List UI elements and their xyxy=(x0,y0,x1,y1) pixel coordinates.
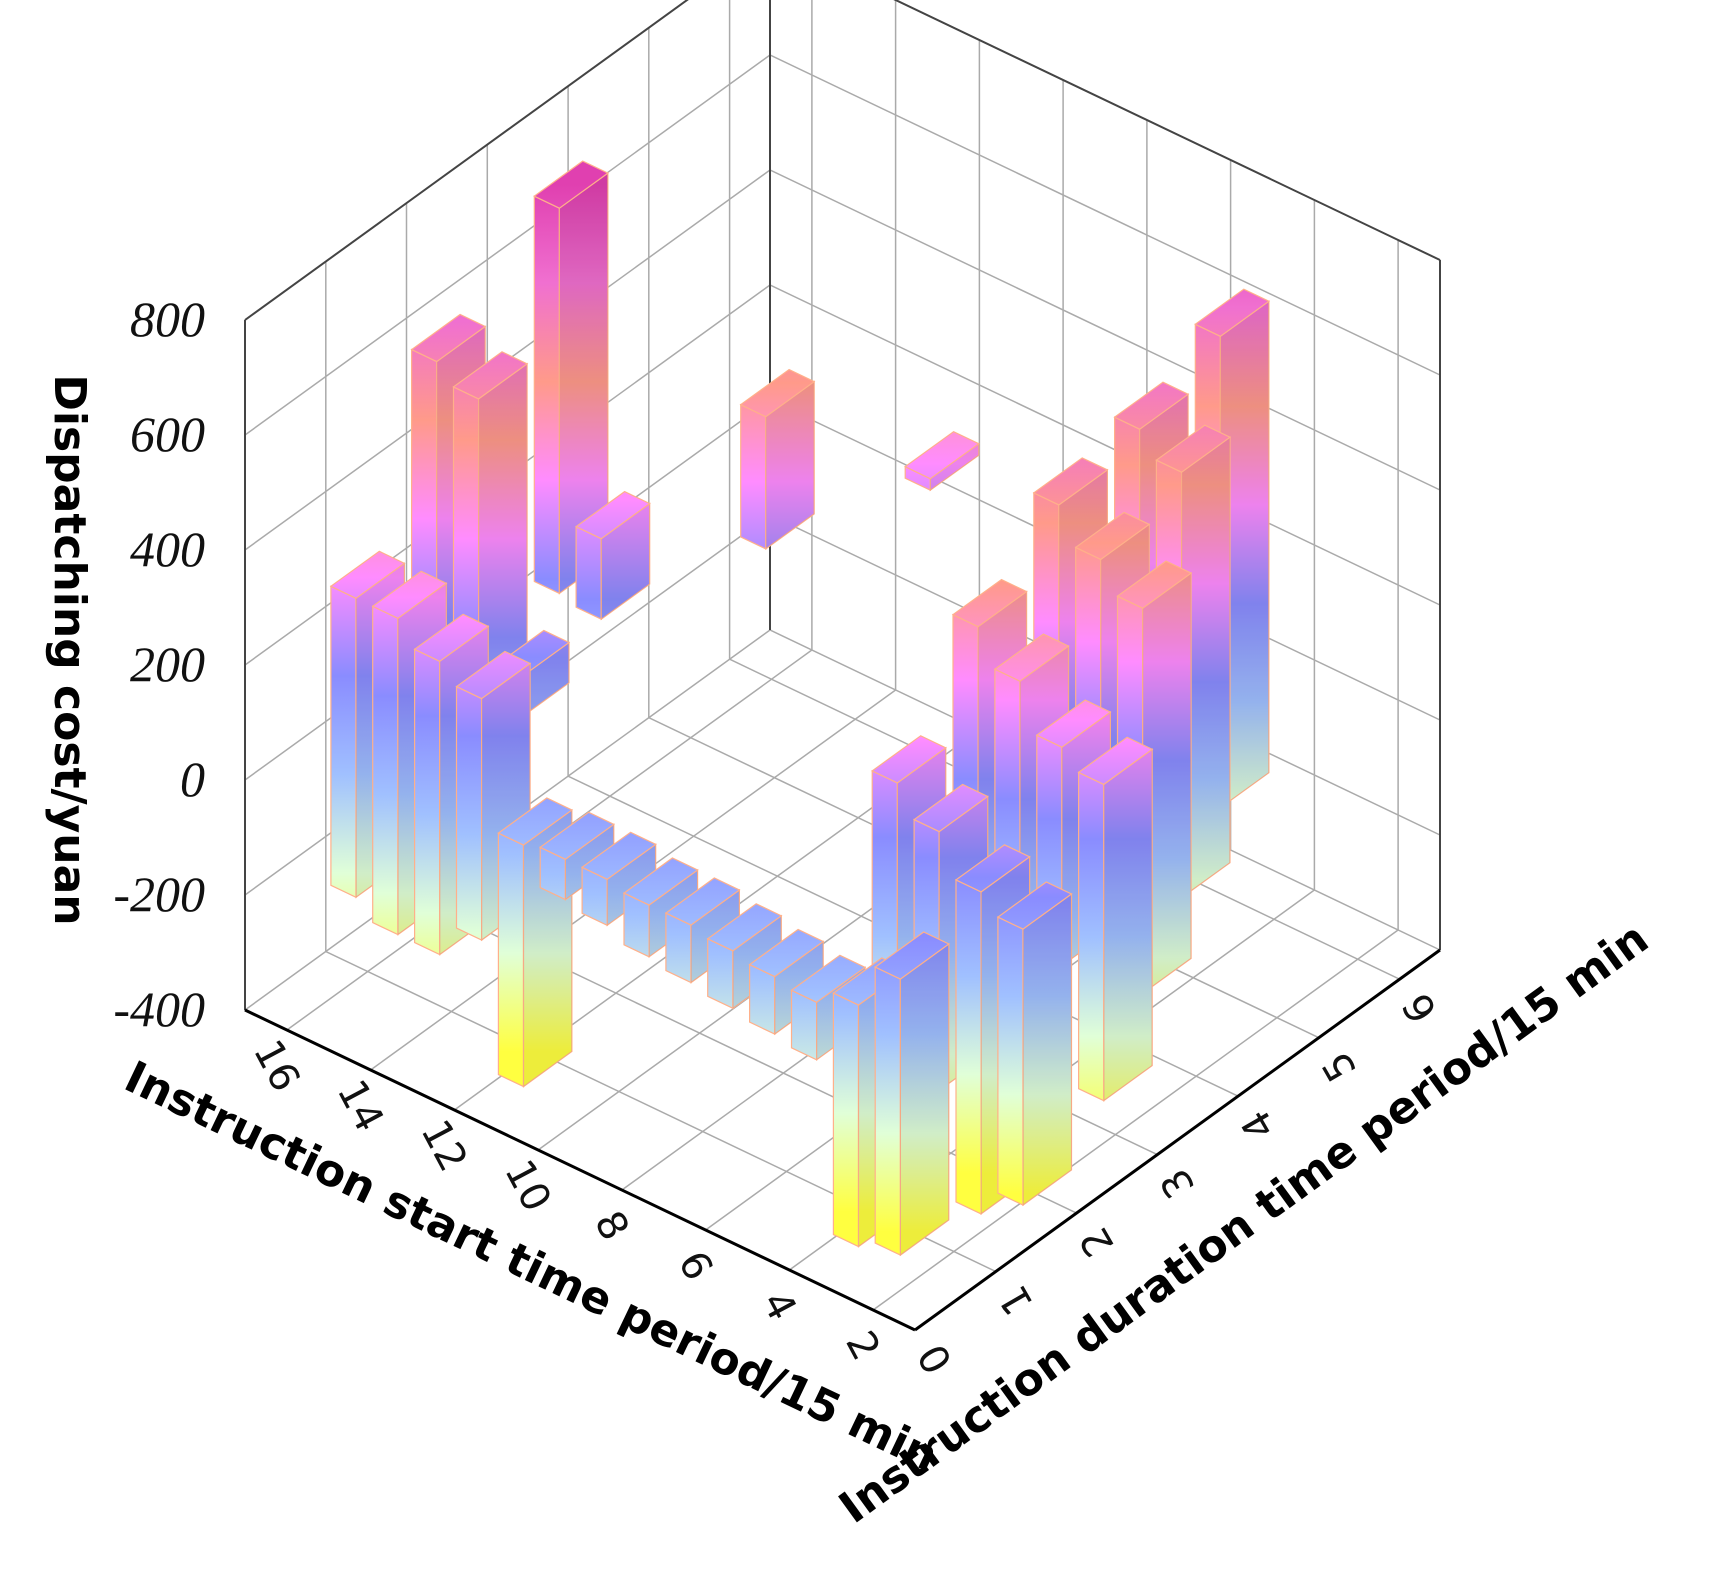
bar-shade xyxy=(1181,437,1230,898)
bar-top xyxy=(954,844,1031,893)
bar-top xyxy=(1113,381,1190,430)
bar-shade xyxy=(601,503,650,620)
bar-top xyxy=(874,931,950,980)
bar-shade xyxy=(765,381,815,549)
bar-top xyxy=(410,313,487,363)
bar-face xyxy=(372,605,399,936)
bar-shade xyxy=(930,443,979,491)
bar-shade xyxy=(1142,573,1192,994)
x-tick-label: 10 xyxy=(495,1153,560,1220)
z-tick-label: 0 xyxy=(180,751,205,807)
y-tick-label: 4 xyxy=(1233,1102,1286,1147)
bar-top xyxy=(1035,699,1112,748)
x-tick-label: 14 xyxy=(328,1073,393,1140)
bar-face xyxy=(955,878,982,1215)
x-tick-label: 4 xyxy=(753,1284,806,1328)
bar-top xyxy=(904,431,980,480)
bar-shade xyxy=(478,363,528,698)
bar-face xyxy=(330,585,357,899)
z-tick-label: -400 xyxy=(113,981,205,1037)
x-tick-label: 12 xyxy=(412,1113,477,1180)
bar-shade xyxy=(559,173,608,594)
x-tick-label: 2 xyxy=(836,1324,889,1368)
bar-top xyxy=(1116,560,1193,609)
bar-top xyxy=(455,650,532,700)
z-tick-label: 400 xyxy=(130,521,205,577)
z-tick-label: 600 xyxy=(130,406,205,462)
z-axis-title: Dispatching cost/yuan xyxy=(44,374,95,925)
z-tick-label: 800 xyxy=(130,291,205,347)
z-tick-label: -200 xyxy=(113,866,205,922)
bar-top xyxy=(371,570,448,619)
bar-top xyxy=(706,903,783,952)
z-grid-line xyxy=(244,0,1441,321)
x-axis-line xyxy=(244,1008,916,1332)
bar-face xyxy=(874,966,902,1257)
labels: -400-20002004006008002468101214160123456… xyxy=(44,291,1658,1534)
x-axis-title: Instruction start time period/15 min xyxy=(117,1051,946,1482)
bar-shade xyxy=(520,642,569,718)
bar-top xyxy=(329,550,406,599)
y-grid-line xyxy=(325,261,997,1273)
bar-face xyxy=(414,648,441,956)
y-tick-label: 6 xyxy=(1394,985,1447,1030)
y-tick-label: 5 xyxy=(1313,1044,1366,1089)
y-tick-label: 2 xyxy=(1071,1219,1124,1264)
bar-shade xyxy=(1103,749,1153,1101)
x-tick-label: 16 xyxy=(244,1033,309,1100)
bar-top xyxy=(539,811,615,860)
bar-face xyxy=(575,525,602,621)
z-tick-label: 200 xyxy=(130,636,205,692)
y-tick-label: 3 xyxy=(1152,1161,1205,1206)
bar-face xyxy=(455,685,483,942)
bar-top xyxy=(912,783,989,833)
bar-top xyxy=(996,881,1073,930)
bar-face xyxy=(1077,771,1105,1102)
bar-face xyxy=(740,403,767,550)
bar-top xyxy=(1194,288,1271,337)
bar-top xyxy=(497,797,574,846)
y-tick-label: 0 xyxy=(909,1336,962,1381)
bar-top xyxy=(748,928,825,978)
bar-top xyxy=(580,831,657,880)
bar-top xyxy=(622,857,699,906)
bar-top xyxy=(1032,457,1109,506)
bar-top xyxy=(574,490,651,540)
bar-top xyxy=(1077,736,1154,786)
bar-face xyxy=(997,916,1024,1207)
y-tick-label: 1 xyxy=(990,1278,1043,1323)
bar-shade xyxy=(1220,301,1269,808)
y-axis-line xyxy=(914,948,1441,1332)
bars xyxy=(329,160,1271,1257)
box-edge xyxy=(244,0,689,321)
bar-top xyxy=(871,735,947,784)
bar-top xyxy=(993,633,1070,682)
x-tick-label: 8 xyxy=(585,1204,638,1248)
bar-shade xyxy=(607,844,656,926)
bar-top xyxy=(790,954,867,1003)
bar-face xyxy=(832,992,860,1248)
bar-shade xyxy=(900,944,949,1256)
bar-top xyxy=(533,160,610,209)
bar-shade xyxy=(1023,894,1072,1206)
bar-top xyxy=(1074,511,1151,561)
bar-top xyxy=(452,351,529,400)
bar-top xyxy=(1155,424,1232,473)
bar-top xyxy=(739,368,816,418)
bar-top xyxy=(413,613,490,662)
bar-face xyxy=(497,832,525,1088)
bar-face xyxy=(533,195,561,595)
box-edge xyxy=(893,0,1441,261)
bar-top xyxy=(951,578,1028,628)
bar-top xyxy=(664,877,741,926)
x-tick-label: 6 xyxy=(669,1244,722,1288)
